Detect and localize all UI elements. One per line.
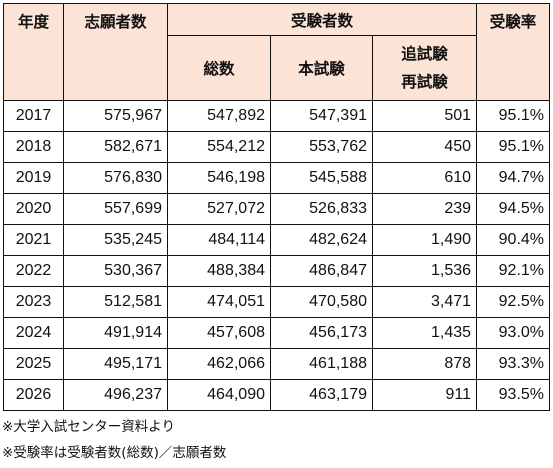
cell-year: 2022 [3,255,64,287]
cell-applicants: 575,967 [63,100,168,132]
cell-applicants: 576,830 [63,162,168,194]
cell-main-exam: 470,580 [270,286,373,318]
table-row: 2019 576,830 546,198 545,588 610 94.7% [3,162,551,194]
cell-makeup-exam: 501 [371,100,478,132]
cell-main-exam: 482,624 [270,224,373,256]
cell-rate: 93.5% [476,379,551,411]
header-makeup-exam: 追試験 再試験 [371,35,478,101]
exam-statistics-table: 年度 志願者数 受験者数 受験率 総数 本試験 追試験 再試験 2017 575,… [3,3,551,411]
cell-rate: 92.1% [476,255,551,287]
cell-makeup-exam: 239 [371,193,478,225]
cell-examinees-total: 554,212 [167,131,271,163]
cell-year: 2020 [3,193,64,225]
cell-rate: 94.5% [476,193,551,225]
cell-examinees-total: 488,384 [167,255,271,287]
cell-examinees-total: 474,051 [167,286,271,318]
header-makeup-line1: 追試験 [401,45,448,63]
cell-makeup-exam: 1,435 [371,317,478,349]
cell-year: 2024 [3,317,64,349]
cell-main-exam: 526,833 [270,193,373,225]
footnotes: ※大学入試センター資料より ※受験率は受験者数(総数)／志願者数 [2,414,226,466]
cell-applicants: 491,914 [63,317,168,349]
cell-main-exam: 461,188 [270,348,373,380]
cell-year: 2017 [3,100,64,132]
header-makeup-line2: 再試験 [401,73,448,91]
cell-rate: 92.5% [476,286,551,318]
cell-year: 2019 [3,162,64,194]
cell-makeup-exam: 1,490 [371,224,478,256]
cell-makeup-exam: 878 [371,348,478,380]
cell-examinees-total: 527,072 [167,193,271,225]
header-main-exam: 本試験 [270,35,373,101]
table-row: 2024 491,914 457,608 456,173 1,435 93.0% [3,317,551,349]
cell-applicants: 582,671 [63,131,168,163]
cell-makeup-exam: 610 [371,162,478,194]
cell-year: 2023 [3,286,64,318]
cell-year: 2021 [3,224,64,256]
cell-examinees-total: 546,198 [167,162,271,194]
cell-examinees-total: 547,892 [167,100,271,132]
table-row: 2023 512,581 474,051 470,580 3,471 92.5% [3,286,551,318]
cell-applicants: 512,581 [63,286,168,318]
cell-examinees-total: 484,114 [167,224,271,256]
cell-examinees-total: 464,090 [167,379,271,411]
cell-examinees-total: 462,066 [167,348,271,380]
cell-main-exam: 456,173 [270,317,373,349]
cell-applicants: 535,245 [63,224,168,256]
cell-main-exam: 553,762 [270,131,373,163]
cell-makeup-exam: 3,471 [371,286,478,318]
cell-year: 2026 [3,379,64,411]
cell-rate: 95.1% [476,131,551,163]
cell-rate: 93.0% [476,317,551,349]
table-row: 2018 582,671 554,212 553,762 450 95.1% [3,131,551,163]
cell-makeup-exam: 911 [371,379,478,411]
table-row: 2020 557,699 527,072 526,833 239 94.5% [3,193,551,225]
header-year: 年度 [3,3,64,101]
cell-rate: 94.7% [476,162,551,194]
cell-makeup-exam: 1,536 [371,255,478,287]
table-header: 年度 志願者数 受験者数 受験率 総数 本試験 追試験 再試験 [3,3,551,101]
cell-examinees-total: 457,608 [167,317,271,349]
cell-year: 2025 [3,348,64,380]
table-row: 2025 495,171 462,066 461,188 878 93.3% [3,348,551,380]
cell-applicants: 530,367 [63,255,168,287]
cell-applicants: 496,237 [63,379,168,411]
table-row: 2022 530,367 488,384 486,847 1,536 92.1% [3,255,551,287]
cell-makeup-exam: 450 [371,131,478,163]
table-row: 2026 496,237 464,090 463,179 911 93.5% [3,379,551,411]
header-applicants: 志願者数 [63,3,168,101]
table-row: 2017 575,967 547,892 547,391 501 95.1% [3,100,551,132]
cell-main-exam: 545,588 [270,162,373,194]
cell-main-exam: 463,179 [270,379,373,411]
header-rate: 受験率 [476,3,551,101]
table-body: 2017 575,967 547,892 547,391 501 95.1% 2018 582… [3,100,551,411]
cell-rate: 93.3% [476,348,551,380]
cell-year: 2018 [3,131,64,163]
cell-rate: 90.4% [476,224,551,256]
cell-applicants: 557,699 [63,193,168,225]
cell-main-exam: 486,847 [270,255,373,287]
footnote-source: ※大学入試センター資料より [2,419,176,435]
cell-rate: 95.1% [476,100,551,132]
cell-main-exam: 547,391 [270,100,373,132]
footnote-rate-definition: ※受験率は受験者数(総数)／志願者数 [2,445,227,461]
cell-applicants: 495,171 [63,348,168,380]
header-examinees: 受験者数 [166,3,478,36]
table-row: 2021 535,245 484,114 482,624 1,490 90.4% [3,224,551,256]
header-total: 総数 [167,35,271,101]
